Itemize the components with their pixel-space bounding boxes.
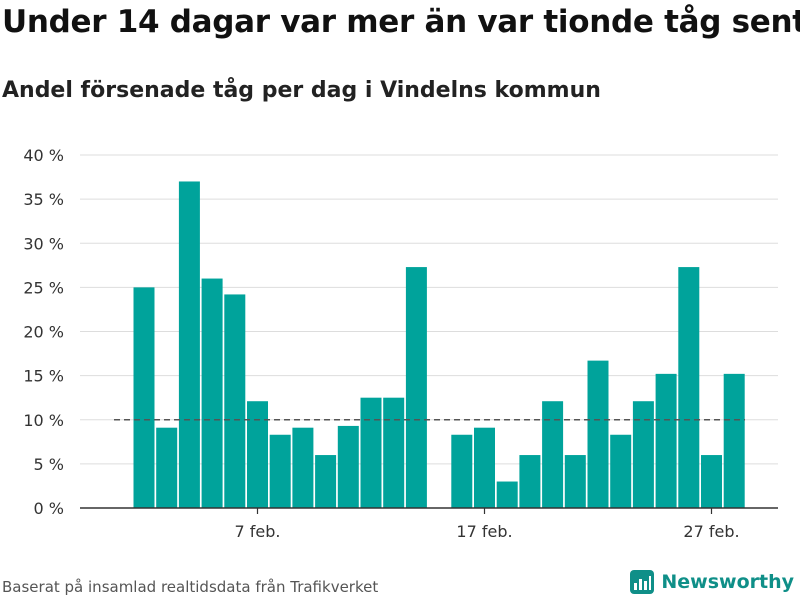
brand-logo[interactable]: Newsworthy bbox=[630, 570, 794, 594]
bar bbox=[632, 401, 654, 508]
y-tick-label: 35 % bbox=[23, 190, 64, 209]
y-tick-label: 10 % bbox=[23, 411, 64, 430]
y-tick-label: 0 % bbox=[34, 499, 64, 518]
bar bbox=[156, 427, 178, 508]
source-note: Baserat på insamlad realtidsdata från Tr… bbox=[2, 578, 379, 596]
y-tick-label: 30 % bbox=[23, 234, 64, 253]
bar-chart-logo-icon bbox=[630, 570, 655, 594]
bar bbox=[655, 373, 677, 508]
bar bbox=[496, 481, 518, 508]
chart-title: Under 14 dagar var mer än var tionde tåg… bbox=[2, 4, 800, 40]
bar bbox=[360, 397, 382, 508]
bar bbox=[542, 401, 564, 508]
bar bbox=[133, 287, 155, 508]
brand-name: Newsworthy bbox=[661, 571, 794, 593]
bar bbox=[247, 401, 268, 508]
bar bbox=[201, 278, 223, 508]
bar bbox=[564, 455, 586, 508]
bar bbox=[723, 373, 745, 508]
chart-subtitle: Andel försenade tåg per dag i Vindelns k… bbox=[2, 78, 601, 103]
y-tick-label: 20 % bbox=[23, 323, 64, 342]
bar bbox=[178, 181, 200, 508]
bar bbox=[315, 455, 337, 508]
bar bbox=[337, 425, 359, 508]
bar bbox=[587, 360, 609, 508]
bar bbox=[519, 455, 541, 508]
bar bbox=[224, 294, 246, 508]
bar bbox=[383, 397, 405, 508]
y-tick-label: 15 % bbox=[23, 367, 64, 386]
bar bbox=[292, 427, 314, 508]
bar bbox=[451, 434, 473, 508]
bar bbox=[269, 434, 291, 508]
y-tick-label: 40 % bbox=[23, 146, 64, 165]
bar bbox=[678, 267, 700, 508]
axes: 0 % 5 % 10 % 15 % 20 % 25 % 30 % 35 % 40 % 7 feb.… bbox=[23, 146, 778, 541]
bars bbox=[133, 181, 745, 508]
bar bbox=[405, 267, 427, 508]
bar bbox=[610, 434, 632, 508]
bar bbox=[701, 455, 722, 508]
x-tick-label: 27 feb. bbox=[683, 522, 739, 541]
x-tick-label: 7 feb. bbox=[235, 522, 281, 541]
x-tick-label: 17 feb. bbox=[456, 522, 512, 541]
bar-chart: 0 % 5 % 10 % 15 % 20 % 25 % 30 % 35 % 40 % 7 feb.… bbox=[23, 146, 778, 541]
y-tick-label: 25 % bbox=[23, 278, 64, 297]
y-tick-label: 5 % bbox=[34, 455, 64, 474]
bar bbox=[474, 427, 495, 508]
